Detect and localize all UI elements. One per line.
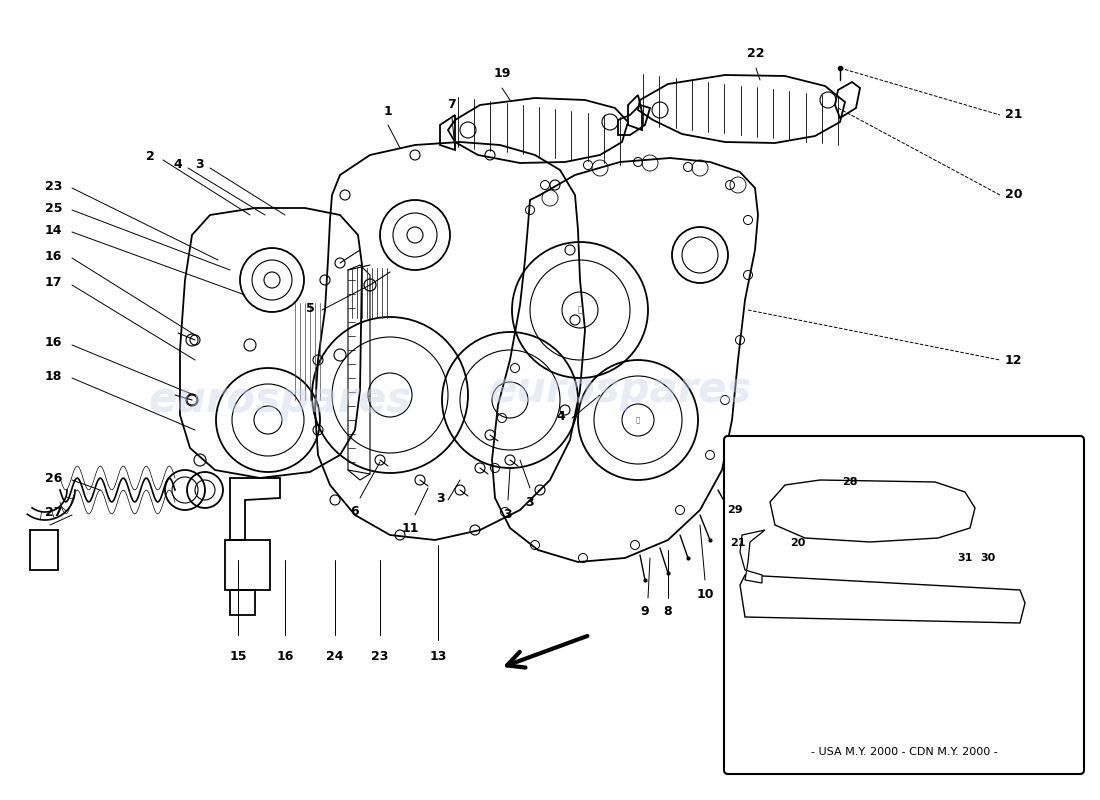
Text: 21: 21 <box>1005 109 1023 122</box>
Text: 20: 20 <box>790 538 805 548</box>
Text: 3: 3 <box>437 491 446 505</box>
Text: 16: 16 <box>45 337 62 350</box>
Text: 18: 18 <box>45 370 62 382</box>
Text: 1: 1 <box>384 105 393 118</box>
Text: 12: 12 <box>1005 354 1023 366</box>
Text: 6: 6 <box>351 505 360 518</box>
Text: 28: 28 <box>843 477 858 487</box>
Text: 25: 25 <box>44 202 62 214</box>
Text: 13: 13 <box>429 650 447 663</box>
Text: 10: 10 <box>696 588 714 601</box>
Text: 31: 31 <box>957 553 972 563</box>
Text: 16: 16 <box>276 650 294 663</box>
Text: 15: 15 <box>229 650 246 663</box>
Text: 🐴: 🐴 <box>636 417 640 423</box>
Text: 24: 24 <box>327 650 343 663</box>
Polygon shape <box>770 480 975 542</box>
Text: 22: 22 <box>747 47 764 60</box>
Text: eurospares: eurospares <box>843 589 966 608</box>
Text: eurospares: eurospares <box>488 369 751 411</box>
Polygon shape <box>740 530 764 583</box>
Text: 30: 30 <box>980 553 996 563</box>
Text: 7: 7 <box>448 98 456 111</box>
Text: 4: 4 <box>174 158 182 171</box>
Text: 3: 3 <box>504 508 513 521</box>
Text: 8: 8 <box>663 605 672 618</box>
Text: - USA M.Y. 2000 - CDN M.Y. 2000 -: - USA M.Y. 2000 - CDN M.Y. 2000 - <box>811 747 998 757</box>
Text: 17: 17 <box>44 277 62 290</box>
Text: 14: 14 <box>44 223 62 237</box>
Text: 16: 16 <box>45 250 62 262</box>
Text: 🐴: 🐴 <box>578 306 583 314</box>
Text: eurospares: eurospares <box>148 379 411 421</box>
Text: 27: 27 <box>44 506 62 519</box>
Text: 11: 11 <box>402 522 419 535</box>
Text: 3: 3 <box>196 158 204 171</box>
Text: 23: 23 <box>372 650 388 663</box>
Text: 19: 19 <box>493 67 510 80</box>
Text: 26: 26 <box>45 471 62 485</box>
Polygon shape <box>740 575 1025 623</box>
Text: 5: 5 <box>306 302 315 314</box>
Text: 4: 4 <box>557 410 565 422</box>
Text: 29: 29 <box>727 505 742 515</box>
Text: 20: 20 <box>1005 189 1023 202</box>
Text: 21: 21 <box>730 538 746 548</box>
FancyBboxPatch shape <box>724 436 1084 774</box>
Text: 9: 9 <box>640 605 649 618</box>
Text: 2: 2 <box>146 150 155 163</box>
Text: 3: 3 <box>526 496 535 509</box>
Text: 23: 23 <box>45 179 62 193</box>
